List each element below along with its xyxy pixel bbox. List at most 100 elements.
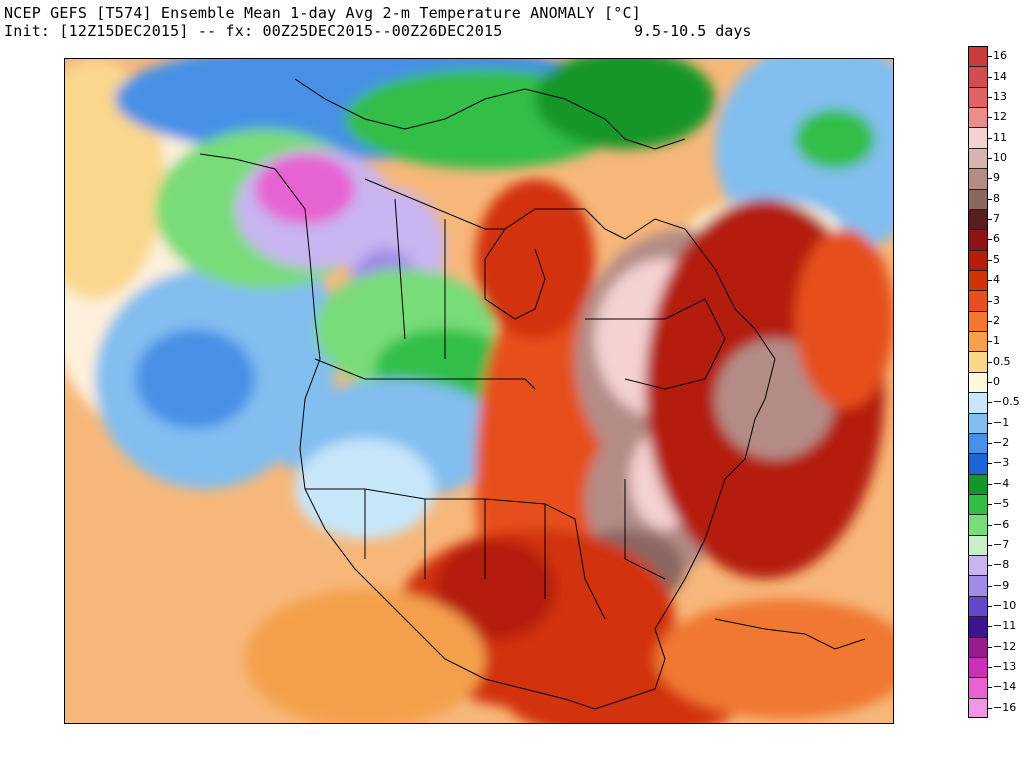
color-scale-tick — [988, 239, 992, 241]
color-scale-label: 11 — [993, 130, 1007, 144]
color-scale-tick — [988, 646, 992, 648]
color-scale-tick — [988, 463, 992, 465]
color-scale-tick — [988, 565, 992, 567]
color-scale-label: −13 — [993, 660, 1017, 674]
color-scale-label: 2 — [993, 313, 1000, 327]
color-scale-swatch — [968, 453, 988, 474]
color-scale-label: −14 — [993, 680, 1017, 694]
color-scale-label: −0.5 — [993, 395, 1020, 409]
color-scale-swatch — [968, 66, 988, 87]
color-scale-tick — [988, 707, 992, 709]
color-scale-label: 1 — [993, 334, 1000, 348]
color-scale-swatch — [968, 188, 988, 209]
color-scale-tick — [988, 626, 992, 628]
color-scale-tick — [988, 402, 992, 404]
color-scale-label: 12 — [993, 110, 1007, 124]
color-scale-swatch — [968, 168, 988, 189]
color-scale-label: 0 — [993, 375, 1000, 388]
map-init-forecast-line: Init: [12Z15DEC2015] -- fx: 00Z25DEC2015… — [4, 22, 503, 40]
color-scale-swatch — [968, 107, 988, 128]
color-scale-label: 3 — [993, 293, 1000, 307]
color-scale-swatch — [968, 534, 988, 556]
color-scale-label: −8 — [993, 558, 1010, 572]
color-scale-swatch — [968, 636, 988, 657]
color-scale-swatch — [968, 677, 988, 698]
color-scale-bar — [968, 46, 988, 718]
color-scale-tick — [988, 320, 992, 322]
color-scale-label: 9 — [993, 171, 1000, 185]
color-scale-swatch — [968, 229, 988, 250]
color-scale-tick — [988, 198, 992, 200]
color-scale-swatch — [968, 656, 988, 678]
color-scale-label: −12 — [993, 639, 1017, 653]
color-scale-tick — [988, 382, 992, 383]
color-scale-swatch — [968, 147, 988, 169]
color-scale-label: −6 — [993, 517, 1010, 531]
anomaly-map-canvas — [65, 59, 893, 723]
color-scale-label: −5 — [993, 497, 1010, 511]
color-scale-label: −1 — [993, 415, 1010, 429]
color-scale-label: 4 — [993, 273, 1000, 287]
color-scale-tick — [988, 585, 992, 587]
color-scale-tick — [988, 76, 992, 78]
color-scale-label: −7 — [993, 537, 1010, 551]
color-scale-swatch — [968, 432, 988, 454]
color-scale-label: 5 — [993, 252, 1000, 266]
color-scale-tick — [988, 667, 992, 669]
color-scale-label: −3 — [993, 456, 1010, 470]
color-scale-swatch — [968, 697, 988, 718]
color-scale-label: 8 — [993, 191, 1000, 205]
color-scale-swatch — [968, 208, 988, 230]
anomaly-fill-layer — [65, 59, 893, 723]
color-scale-tick — [988, 606, 992, 607]
color-scale-border — [968, 46, 988, 718]
color-scale-swatch — [968, 371, 988, 393]
color-scale-swatch — [968, 616, 988, 637]
map-title: NCEP GEFS [T574] Ensemble Mean 1-day Avg… — [4, 4, 641, 22]
temperature-anomaly-map — [64, 58, 894, 724]
color-scale-label: 0.5 — [993, 354, 1011, 368]
forecast-lead-time: 9.5-10.5 days — [634, 22, 752, 40]
color-scale-label: −10 — [993, 599, 1017, 612]
color-scale-swatch — [968, 514, 988, 535]
color-scale-tick — [988, 524, 992, 526]
color-scale-swatch — [968, 575, 988, 596]
color-scale-label: 13 — [993, 89, 1007, 103]
color-scale-swatch — [968, 86, 988, 108]
color-scale-tick — [988, 443, 992, 445]
color-scale-label: 10 — [993, 151, 1007, 164]
color-scale-label: −16 — [993, 700, 1017, 714]
color-scale-swatch — [968, 249, 988, 270]
color-scale-tick — [988, 137, 992, 139]
color-scale-swatch — [968, 555, 988, 576]
color-scale-label: −11 — [993, 619, 1017, 633]
color-scale-swatch — [968, 473, 988, 494]
color-scale-tick — [988, 422, 992, 424]
coastline-layer — [199, 78, 866, 710]
color-scale-tick — [988, 483, 992, 485]
color-scale-swatch — [968, 494, 988, 515]
color-scale-swatch — [968, 595, 988, 617]
color-scale-swatch — [968, 351, 988, 372]
color-scale-label: 6 — [993, 232, 1000, 246]
color-scale-swatch — [968, 310, 988, 332]
color-scale-tick — [988, 56, 992, 58]
color-scale-tick — [988, 504, 992, 506]
color-scale-label: −4 — [993, 476, 1010, 490]
color-scale-tick — [988, 219, 992, 221]
color-scale-label: 14 — [993, 69, 1007, 83]
color-scale-label: 16 — [993, 49, 1007, 63]
color-scale-tick — [988, 259, 992, 261]
color-scale-swatch — [968, 331, 988, 352]
color-scale-tick — [988, 361, 992, 363]
color-scale-label: −2 — [993, 436, 1010, 450]
color-scale-tick — [988, 178, 992, 180]
color-scale-tick — [988, 687, 992, 689]
color-scale-tick — [988, 341, 992, 343]
color-scale-tick — [988, 300, 992, 302]
color-scale-swatch — [968, 412, 988, 433]
color-scale-swatch — [968, 127, 988, 148]
color-scale-swatch — [968, 270, 988, 291]
color-scale-tick — [988, 158, 992, 159]
color-scale-tick — [988, 544, 992, 546]
